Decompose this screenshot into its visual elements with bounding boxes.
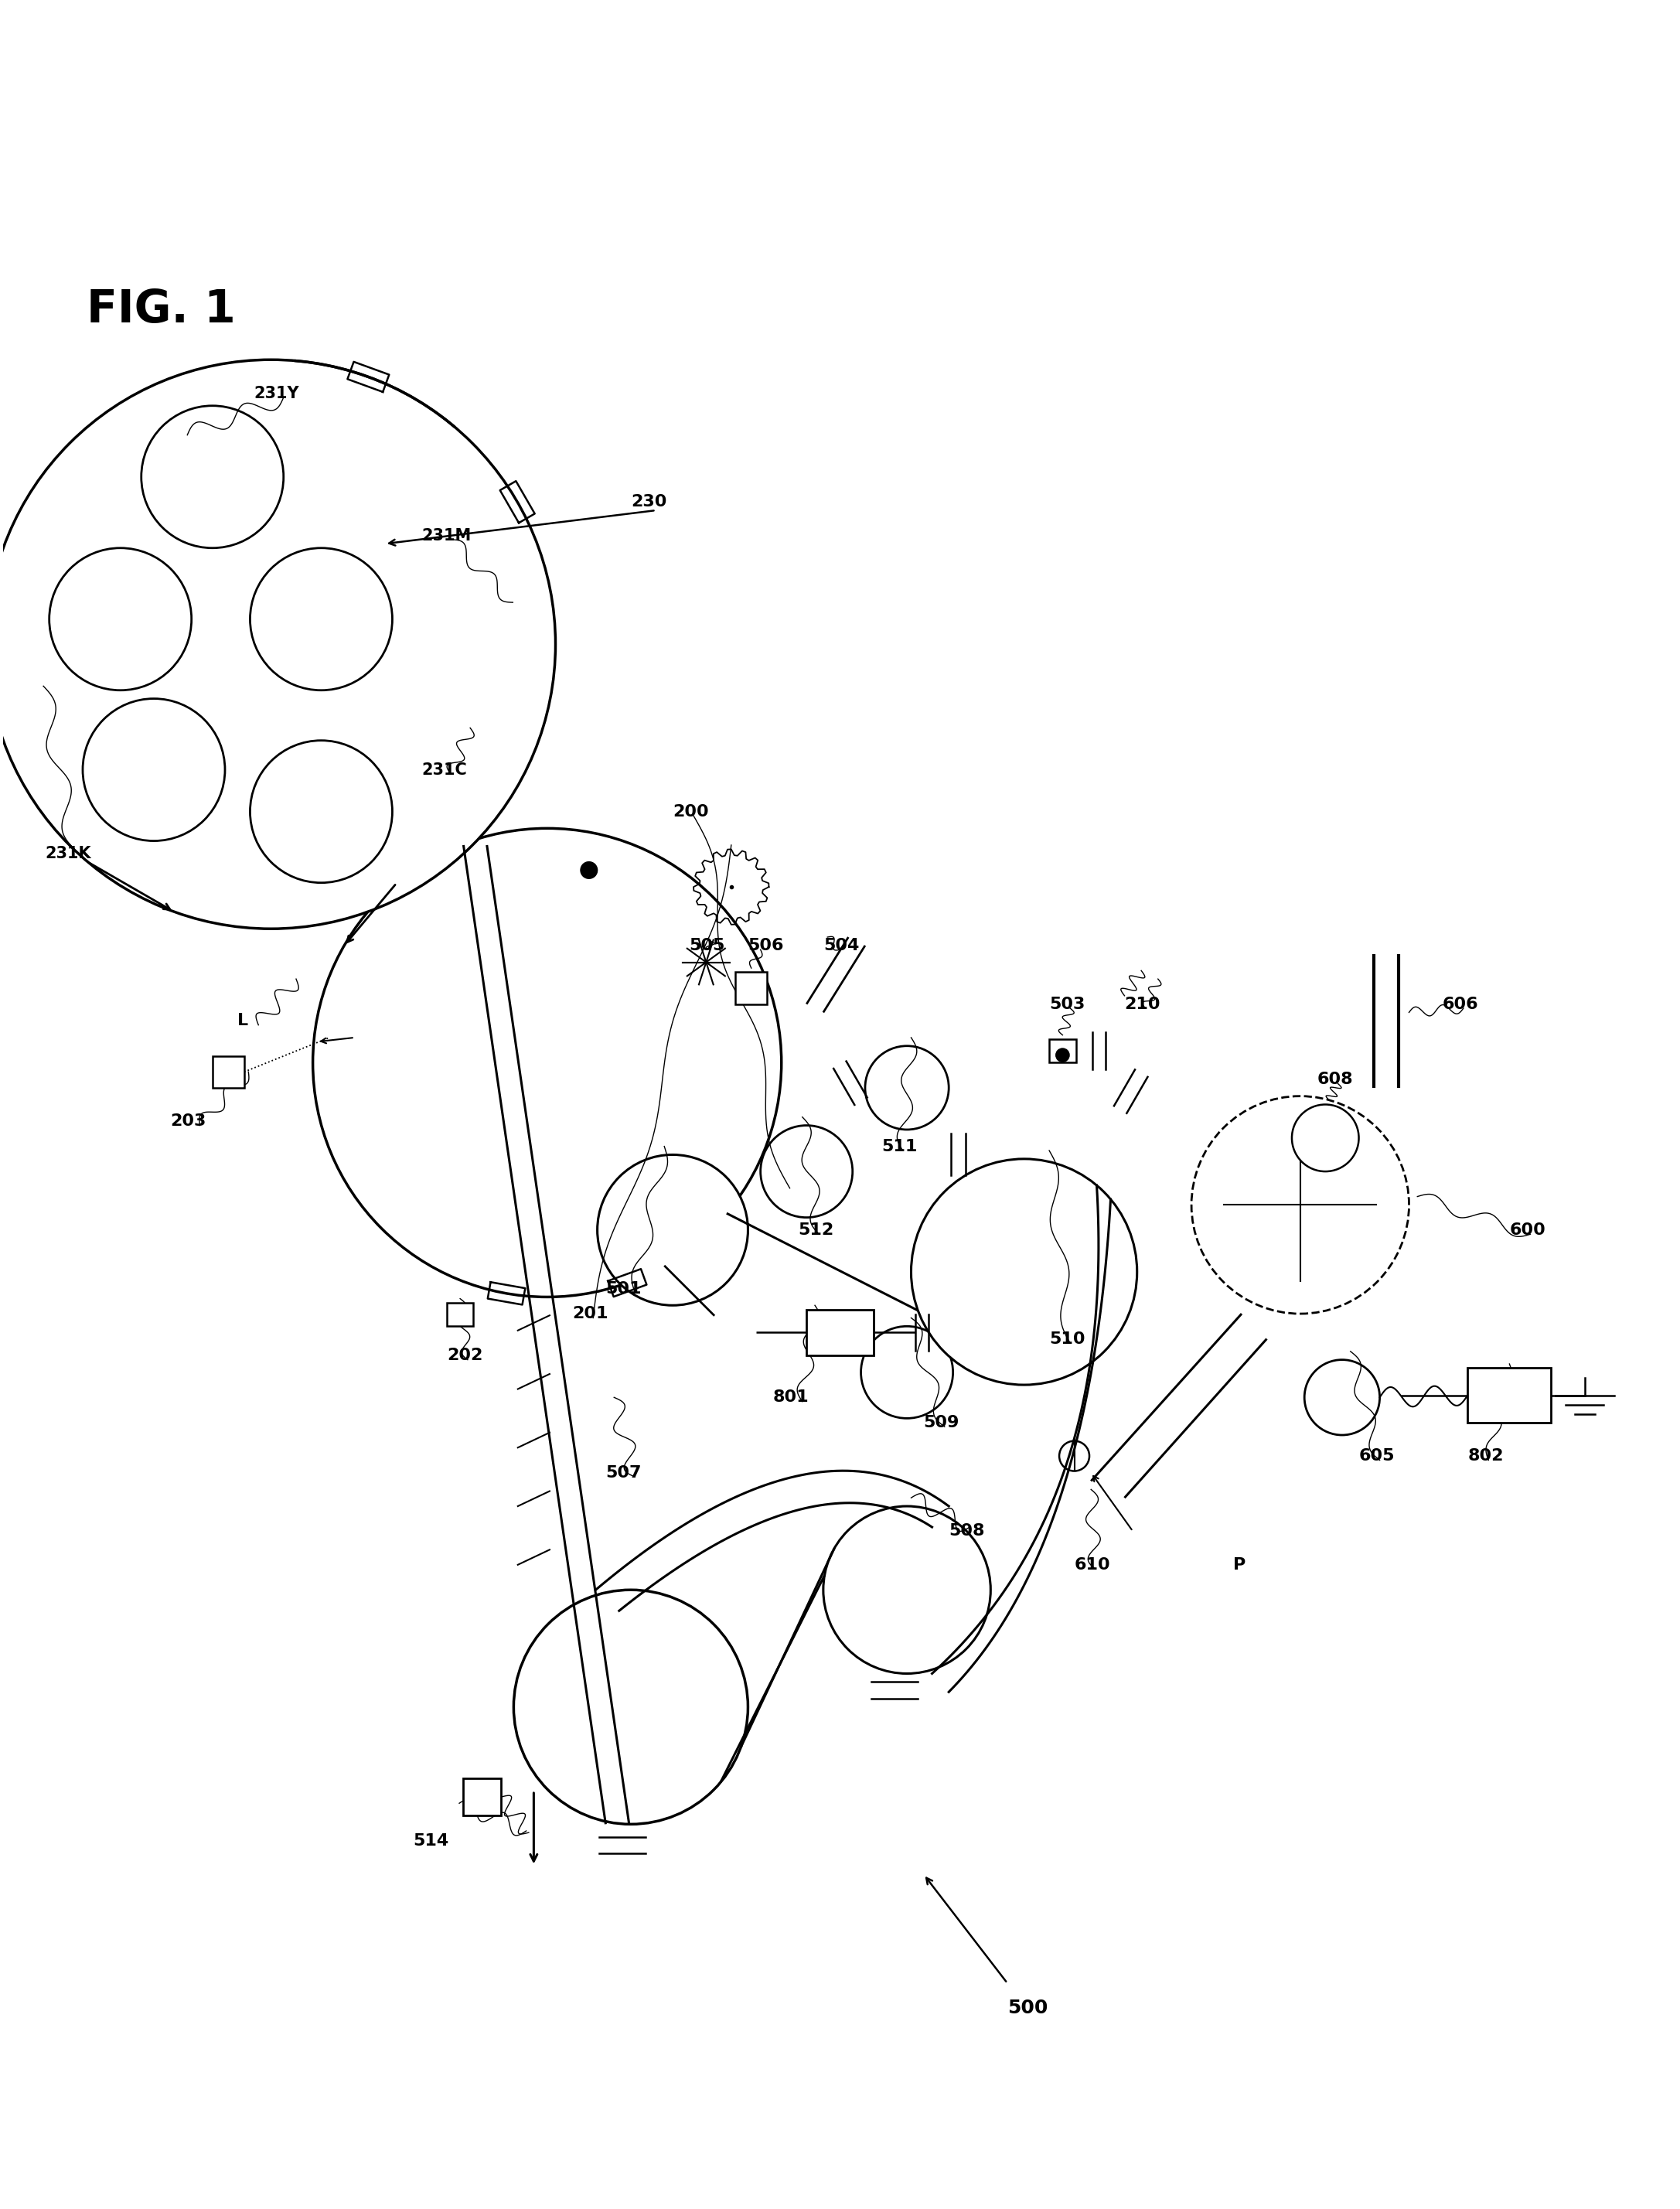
Text: 203: 203 <box>171 1113 207 1129</box>
Bar <box>447 1303 474 1325</box>
Circle shape <box>1292 1104 1359 1171</box>
Text: 608: 608 <box>1317 1071 1352 1087</box>
Text: 507: 507 <box>606 1465 642 1480</box>
Text: 231C: 231C <box>422 762 467 778</box>
Circle shape <box>250 740 393 884</box>
Circle shape <box>1191 1096 1410 1314</box>
Text: 510: 510 <box>1050 1332 1085 1347</box>
Text: 231Y: 231Y <box>254 384 299 400</box>
Text: 508: 508 <box>949 1524 984 1540</box>
Circle shape <box>581 862 598 879</box>
Text: 605: 605 <box>1359 1449 1394 1465</box>
Text: 600: 600 <box>1509 1222 1546 1237</box>
Circle shape <box>0 360 556 928</box>
Circle shape <box>823 1507 991 1674</box>
Text: 500: 500 <box>1008 1999 1048 2017</box>
Circle shape <box>1057 1049 1068 1063</box>
Circle shape <box>141 406 284 548</box>
Text: 802: 802 <box>1468 1449 1504 1465</box>
Text: 201: 201 <box>573 1306 608 1321</box>
Text: FIG. 1: FIG. 1 <box>87 287 235 331</box>
Text: L: L <box>237 1014 249 1029</box>
Text: 202: 202 <box>447 1347 482 1363</box>
Text: 511: 511 <box>882 1138 917 1153</box>
Circle shape <box>82 698 225 842</box>
Text: 606: 606 <box>1443 996 1478 1012</box>
Text: 506: 506 <box>748 939 785 954</box>
Bar <box>1468 1367 1551 1423</box>
Text: 504: 504 <box>823 939 858 954</box>
Circle shape <box>312 828 781 1297</box>
Bar <box>806 1310 874 1356</box>
Text: 501: 501 <box>606 1281 642 1297</box>
Text: 231M: 231M <box>422 528 472 543</box>
Circle shape <box>860 1325 953 1418</box>
Circle shape <box>514 1590 748 1825</box>
Text: 801: 801 <box>773 1389 810 1405</box>
Circle shape <box>250 548 393 689</box>
Text: 210: 210 <box>1124 996 1161 1012</box>
Text: 503: 503 <box>1050 996 1085 1012</box>
Text: P: P <box>1233 1557 1247 1573</box>
Text: 610: 610 <box>1074 1557 1110 1573</box>
Circle shape <box>865 1045 949 1129</box>
Circle shape <box>911 1160 1137 1385</box>
Bar <box>736 972 768 1005</box>
Text: 200: 200 <box>672 804 709 820</box>
Text: 231K: 231K <box>45 846 91 862</box>
Circle shape <box>598 1155 748 1306</box>
Bar <box>212 1056 244 1087</box>
Circle shape <box>1304 1361 1379 1436</box>
Bar <box>1050 1038 1075 1063</box>
Circle shape <box>49 548 192 689</box>
Circle shape <box>761 1124 852 1217</box>
Bar <box>464 1778 501 1816</box>
Text: 509: 509 <box>924 1414 959 1429</box>
Text: 230: 230 <box>630 495 667 510</box>
Text: 505: 505 <box>689 939 726 954</box>
Text: 512: 512 <box>798 1222 833 1237</box>
Text: 514: 514 <box>413 1833 449 1849</box>
